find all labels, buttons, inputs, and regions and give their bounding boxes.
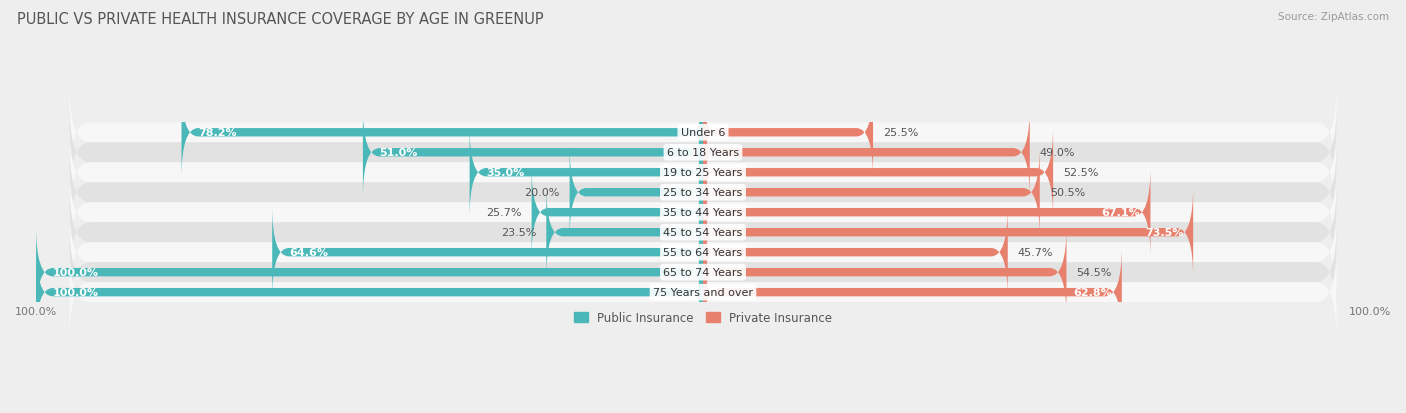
FancyBboxPatch shape bbox=[69, 163, 1337, 263]
Text: 20.0%: 20.0% bbox=[524, 188, 560, 198]
Text: 78.2%: 78.2% bbox=[198, 128, 236, 138]
FancyBboxPatch shape bbox=[703, 87, 873, 178]
FancyBboxPatch shape bbox=[703, 147, 1040, 238]
FancyBboxPatch shape bbox=[69, 143, 1337, 243]
FancyBboxPatch shape bbox=[703, 107, 1029, 199]
FancyBboxPatch shape bbox=[69, 123, 1337, 223]
Text: 35 to 44 Years: 35 to 44 Years bbox=[664, 208, 742, 218]
Text: 19 to 25 Years: 19 to 25 Years bbox=[664, 168, 742, 178]
Text: 75 Years and over: 75 Years and over bbox=[652, 287, 754, 297]
FancyBboxPatch shape bbox=[470, 127, 703, 218]
FancyBboxPatch shape bbox=[703, 167, 1150, 259]
FancyBboxPatch shape bbox=[703, 127, 1053, 218]
Text: 25.5%: 25.5% bbox=[883, 128, 918, 138]
Text: 73.5%: 73.5% bbox=[1144, 228, 1184, 237]
FancyBboxPatch shape bbox=[37, 247, 703, 338]
FancyBboxPatch shape bbox=[69, 103, 1337, 203]
FancyBboxPatch shape bbox=[569, 147, 703, 238]
Text: 6 to 18 Years: 6 to 18 Years bbox=[666, 148, 740, 158]
FancyBboxPatch shape bbox=[363, 107, 703, 199]
Text: Under 6: Under 6 bbox=[681, 128, 725, 138]
Text: 49.0%: 49.0% bbox=[1040, 148, 1076, 158]
FancyBboxPatch shape bbox=[703, 247, 1122, 338]
Text: 100.0%: 100.0% bbox=[53, 268, 98, 278]
Text: Source: ZipAtlas.com: Source: ZipAtlas.com bbox=[1278, 12, 1389, 22]
FancyBboxPatch shape bbox=[273, 207, 703, 298]
Text: 25.7%: 25.7% bbox=[486, 208, 522, 218]
Text: 54.5%: 54.5% bbox=[1077, 268, 1112, 278]
FancyBboxPatch shape bbox=[69, 242, 1337, 342]
FancyBboxPatch shape bbox=[531, 167, 703, 259]
FancyBboxPatch shape bbox=[703, 187, 1194, 278]
FancyBboxPatch shape bbox=[703, 207, 1008, 298]
Text: 67.1%: 67.1% bbox=[1102, 208, 1140, 218]
Text: 55 to 64 Years: 55 to 64 Years bbox=[664, 247, 742, 258]
Text: PUBLIC VS PRIVATE HEALTH INSURANCE COVERAGE BY AGE IN GREENUP: PUBLIC VS PRIVATE HEALTH INSURANCE COVER… bbox=[17, 12, 544, 27]
FancyBboxPatch shape bbox=[69, 223, 1337, 323]
Text: 45.7%: 45.7% bbox=[1018, 247, 1053, 258]
Legend: Public Insurance, Private Insurance: Public Insurance, Private Insurance bbox=[569, 306, 837, 329]
FancyBboxPatch shape bbox=[547, 187, 703, 278]
Text: 64.6%: 64.6% bbox=[288, 247, 328, 258]
FancyBboxPatch shape bbox=[69, 183, 1337, 282]
Text: 35.0%: 35.0% bbox=[486, 168, 524, 178]
FancyBboxPatch shape bbox=[703, 227, 1066, 318]
FancyBboxPatch shape bbox=[69, 203, 1337, 302]
Text: 25 to 34 Years: 25 to 34 Years bbox=[664, 188, 742, 198]
Text: 62.8%: 62.8% bbox=[1073, 287, 1112, 297]
Text: 45 to 54 Years: 45 to 54 Years bbox=[664, 228, 742, 237]
Text: 100.0%: 100.0% bbox=[53, 287, 98, 297]
Text: 50.5%: 50.5% bbox=[1050, 188, 1085, 198]
Text: 23.5%: 23.5% bbox=[501, 228, 536, 237]
Text: 65 to 74 Years: 65 to 74 Years bbox=[664, 268, 742, 278]
FancyBboxPatch shape bbox=[181, 87, 703, 178]
Text: 51.0%: 51.0% bbox=[380, 148, 418, 158]
Text: 52.5%: 52.5% bbox=[1063, 168, 1098, 178]
FancyBboxPatch shape bbox=[37, 227, 703, 318]
FancyBboxPatch shape bbox=[69, 83, 1337, 183]
